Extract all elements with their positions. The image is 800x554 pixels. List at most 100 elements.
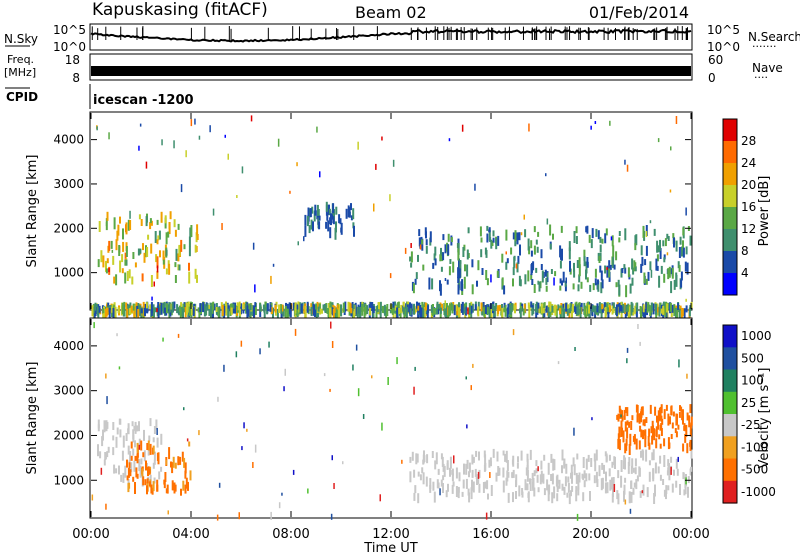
echo-cell bbox=[492, 237, 495, 243]
echo-cell bbox=[327, 309, 330, 317]
echo-cell bbox=[394, 305, 397, 311]
echo-cell bbox=[590, 458, 593, 467]
echo-cell bbox=[440, 453, 443, 460]
echo-cell bbox=[561, 449, 564, 461]
echo-cell bbox=[173, 219, 176, 228]
echo-cell bbox=[579, 306, 582, 319]
y-tick-label: 4000 bbox=[53, 339, 84, 353]
echo-cell bbox=[498, 467, 501, 476]
echo-cell bbox=[453, 455, 455, 464]
echo-cell bbox=[185, 150, 187, 158]
echo-cell bbox=[639, 341, 641, 346]
echo-cell bbox=[184, 470, 187, 479]
echo-cell bbox=[624, 421, 627, 432]
echo-cell bbox=[565, 463, 568, 474]
echo-cell bbox=[618, 231, 621, 236]
echo-cell bbox=[636, 475, 639, 482]
echo-cell bbox=[139, 123, 142, 127]
echo-cell bbox=[517, 456, 519, 463]
echo-cell bbox=[591, 417, 593, 421]
echo-cell bbox=[568, 308, 571, 320]
echo-cell bbox=[169, 211, 172, 220]
echo-cell bbox=[588, 304, 590, 314]
echo-cell bbox=[502, 480, 505, 493]
echo-cell bbox=[656, 265, 659, 271]
echo-cell bbox=[679, 305, 682, 311]
echo-cell bbox=[353, 225, 355, 237]
echo-cell bbox=[420, 307, 423, 318]
echo-cell bbox=[227, 308, 230, 319]
echo-cell bbox=[413, 386, 415, 395]
echo-cell bbox=[252, 462, 254, 468]
echo-cell bbox=[601, 462, 604, 470]
echo-cell bbox=[625, 285, 628, 298]
echo-cell bbox=[531, 307, 534, 316]
echo-cell bbox=[611, 461, 614, 468]
echo-cell bbox=[587, 454, 590, 462]
echo-cell bbox=[558, 479, 561, 489]
echo-cell bbox=[174, 262, 177, 268]
power-colorbar-label: Power [dB] bbox=[757, 176, 772, 247]
echo-cell bbox=[238, 512, 240, 520]
echo-cell bbox=[369, 301, 372, 308]
echo-cell bbox=[297, 241, 299, 246]
colorbar-swatch bbox=[723, 325, 737, 348]
echo-cell bbox=[304, 305, 307, 318]
echo-cell bbox=[252, 242, 255, 250]
echo-cell bbox=[259, 303, 262, 312]
echo-cell bbox=[458, 268, 461, 279]
echo-cell bbox=[375, 306, 378, 318]
echo-cell bbox=[149, 218, 152, 224]
echo-cell bbox=[315, 303, 318, 310]
echo-cell bbox=[147, 466, 150, 474]
echo-cell bbox=[617, 433, 620, 442]
echo-cell bbox=[439, 307, 442, 314]
echo-cell bbox=[599, 253, 602, 261]
echo-cell bbox=[459, 260, 462, 270]
echo-cell bbox=[493, 305, 496, 317]
echo-cell bbox=[329, 227, 332, 239]
echo-cell bbox=[144, 304, 146, 316]
echo-cell bbox=[306, 301, 309, 313]
x-tick-label: 20:00 bbox=[572, 527, 609, 542]
echo-cell bbox=[647, 271, 650, 281]
nave-tick-top: 60 bbox=[708, 53, 723, 67]
echo-cell bbox=[575, 490, 578, 502]
echo-cell bbox=[434, 246, 437, 256]
echo-cell bbox=[472, 481, 475, 493]
echo-cell bbox=[604, 451, 607, 457]
echo-cell bbox=[381, 136, 383, 141]
echo-cell bbox=[672, 411, 675, 417]
echo-cell bbox=[557, 361, 560, 365]
echo-cell bbox=[608, 268, 611, 278]
echo-cell bbox=[575, 472, 578, 484]
power-yticks: 1000 2000 3000 4000 bbox=[53, 133, 691, 280]
echo-cell bbox=[477, 301, 480, 311]
colorbar-tick-label: 100 bbox=[741, 374, 764, 388]
echo-cell bbox=[612, 245, 615, 258]
echo-cell bbox=[113, 276, 116, 284]
echo-cell bbox=[573, 262, 575, 272]
echo-cell bbox=[509, 304, 512, 315]
echo-cell bbox=[196, 234, 199, 240]
echo-cell bbox=[436, 301, 439, 308]
echo-cell bbox=[634, 305, 637, 314]
echo-cell bbox=[218, 482, 221, 488]
echo-cell bbox=[521, 491, 524, 498]
echo-cell bbox=[663, 254, 666, 260]
echo-cell bbox=[678, 359, 680, 368]
echo-cell bbox=[163, 479, 165, 485]
echo-cell bbox=[681, 411, 684, 421]
echo-cell bbox=[178, 244, 181, 256]
echo-cell bbox=[363, 307, 366, 319]
echo-cell bbox=[423, 302, 426, 309]
echo-cell bbox=[102, 255, 105, 268]
echo-cell bbox=[126, 271, 129, 281]
echo-cell bbox=[680, 406, 683, 412]
echo-cell bbox=[330, 321, 332, 329]
echo-cell bbox=[652, 468, 655, 480]
echo-cell bbox=[174, 275, 177, 283]
echo-cell bbox=[131, 421, 134, 427]
echo-cell bbox=[678, 305, 681, 311]
echo-cell bbox=[129, 210, 131, 219]
